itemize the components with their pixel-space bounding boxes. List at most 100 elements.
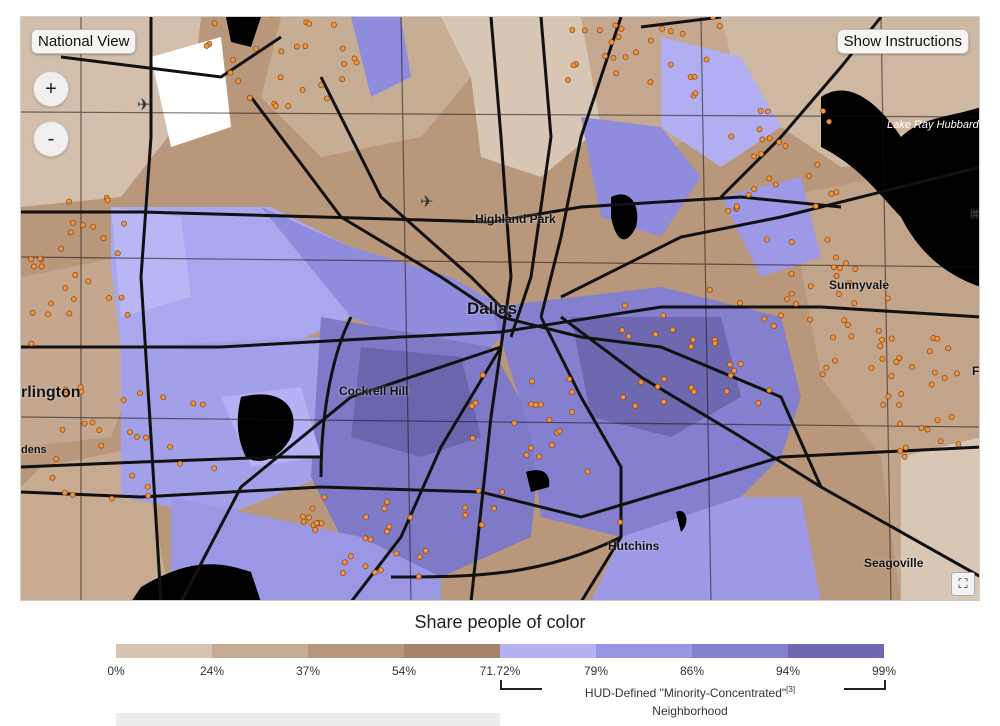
location-marker[interactable] xyxy=(792,300,799,307)
location-marker[interactable] xyxy=(318,520,325,527)
location-marker[interactable] xyxy=(622,302,628,309)
location-marker[interactable] xyxy=(272,103,279,109)
location-marker[interactable] xyxy=(824,236,831,243)
location-marker[interactable] xyxy=(823,364,830,371)
location-marker[interactable] xyxy=(745,192,752,198)
location-marker[interactable] xyxy=(339,570,346,576)
location-marker[interactable] xyxy=(230,56,236,63)
location-marker[interactable] xyxy=(246,94,253,101)
location-marker[interactable] xyxy=(53,456,60,462)
location-marker[interactable] xyxy=(569,409,575,415)
location-marker[interactable] xyxy=(833,189,840,196)
location-marker[interactable] xyxy=(937,438,944,445)
location-marker[interactable] xyxy=(688,343,695,350)
location-marker[interactable] xyxy=(898,390,905,397)
location-marker[interactable] xyxy=(479,372,486,378)
location-marker[interactable] xyxy=(638,379,644,386)
location-marker[interactable] xyxy=(190,400,197,407)
location-marker[interactable] xyxy=(566,376,573,383)
location-marker[interactable] xyxy=(784,296,791,303)
location-marker[interactable] xyxy=(667,61,674,68)
location-marker[interactable] xyxy=(632,402,639,409)
location-marker[interactable] xyxy=(384,528,391,535)
location-marker[interactable] xyxy=(278,48,285,55)
location-marker[interactable] xyxy=(341,559,348,566)
location-marker[interactable] xyxy=(127,429,134,436)
location-marker[interactable] xyxy=(318,82,325,89)
fullscreen-button[interactable]: ⛶ xyxy=(951,572,975,596)
location-marker[interactable] xyxy=(211,20,218,27)
location-marker[interactable] xyxy=(833,254,839,261)
location-marker[interactable] xyxy=(70,220,76,226)
location-marker[interactable] xyxy=(177,460,183,467)
location-marker[interactable] xyxy=(812,203,819,209)
location-marker[interactable] xyxy=(896,355,903,361)
location-marker[interactable] xyxy=(727,361,733,368)
location-marker[interactable] xyxy=(309,505,316,512)
location-marker[interactable] xyxy=(807,283,814,290)
location-marker[interactable] xyxy=(302,43,309,50)
location-marker[interactable] xyxy=(386,523,393,530)
location-marker[interactable] xyxy=(826,118,832,125)
location-marker[interactable] xyxy=(462,512,469,519)
location-marker[interactable] xyxy=(58,245,65,252)
location-marker[interactable] xyxy=(652,331,659,338)
location-marker[interactable] xyxy=(766,175,773,182)
location-marker[interactable] xyxy=(129,472,136,479)
location-marker[interactable] xyxy=(832,357,838,364)
location-marker[interactable] xyxy=(842,260,849,267)
location-marker[interactable] xyxy=(679,30,686,37)
location-marker[interactable] xyxy=(761,315,768,322)
location-marker[interactable] xyxy=(45,311,51,318)
location-marker[interactable] xyxy=(537,401,544,408)
location-marker[interactable] xyxy=(690,336,697,343)
location-marker[interactable] xyxy=(381,505,388,512)
location-marker[interactable] xyxy=(596,27,603,34)
location-marker[interactable] xyxy=(924,426,931,433)
location-marker[interactable] xyxy=(277,74,284,81)
location-marker[interactable] xyxy=(120,397,127,403)
location-marker[interactable] xyxy=(897,447,904,454)
location-marker[interactable] xyxy=(96,427,103,434)
location-marker[interactable] xyxy=(888,335,895,342)
location-marker[interactable] xyxy=(407,514,414,521)
location-marker[interactable] xyxy=(778,312,784,319)
location-marker[interactable] xyxy=(66,310,73,317)
location-marker[interactable] xyxy=(820,108,827,114)
location-marker[interactable] xyxy=(565,77,571,83)
location-marker[interactable] xyxy=(556,428,563,435)
location-marker[interactable] xyxy=(330,21,337,28)
location-marker[interactable] xyxy=(362,535,369,542)
location-marker[interactable] xyxy=(527,445,534,451)
location-marker[interactable] xyxy=(918,425,925,431)
location-marker[interactable] xyxy=(751,153,758,160)
location-marker[interactable] xyxy=(62,386,69,393)
location-marker[interactable] xyxy=(633,49,639,56)
location-marker[interactable] xyxy=(227,69,234,76)
location-marker[interactable] xyxy=(660,398,667,405)
location-marker[interactable] xyxy=(300,518,307,525)
location-marker[interactable] xyxy=(581,27,588,34)
location-marker[interactable] xyxy=(948,413,955,420)
location-marker[interactable] xyxy=(89,419,96,426)
location-marker[interactable] xyxy=(647,37,654,44)
location-marker[interactable] xyxy=(725,207,732,214)
location-marker[interactable] xyxy=(819,371,826,378)
location-marker[interactable] xyxy=(569,27,576,33)
location-marker[interactable] xyxy=(837,265,843,272)
location-marker[interactable] xyxy=(756,126,763,133)
location-marker[interactable] xyxy=(712,340,718,347)
location-marker[interactable] xyxy=(143,434,149,441)
location-marker[interactable] xyxy=(759,136,766,143)
location-marker[interactable] xyxy=(833,272,840,279)
location-marker[interactable] xyxy=(710,17,716,21)
location-marker[interactable] xyxy=(134,433,140,440)
location-marker[interactable] xyxy=(472,399,479,406)
location-marker[interactable] xyxy=(536,453,543,460)
location-marker[interactable] xyxy=(706,286,713,293)
location-marker[interactable] xyxy=(841,317,848,324)
location-marker[interactable] xyxy=(59,426,66,433)
location-marker[interactable] xyxy=(660,312,667,319)
location-marker[interactable] xyxy=(668,28,674,35)
location-marker[interactable] xyxy=(659,25,666,32)
